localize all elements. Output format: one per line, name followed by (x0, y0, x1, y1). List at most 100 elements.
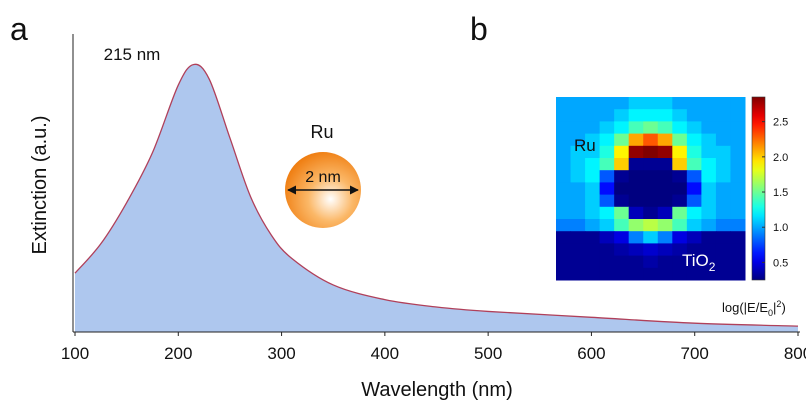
heatmap-cell (599, 109, 615, 122)
peak-annotation: 215 nm (104, 45, 161, 64)
heatmap-cell (701, 109, 717, 122)
heatmap-cell (570, 255, 586, 269)
heatmap-cell (701, 133, 717, 147)
heatmap-cell (628, 206, 644, 220)
heatmap-cell (672, 182, 688, 196)
heatmap-cell (614, 170, 630, 183)
heatmap-cell (585, 194, 601, 208)
heatmap-cell (585, 243, 601, 257)
heatmap-cell (556, 109, 572, 122)
heatmap-cell (628, 145, 644, 159)
heatmap-cell (701, 145, 717, 159)
heatmap-cell (643, 170, 659, 183)
heatmap-cell (657, 243, 673, 257)
heatmap-cell (643, 194, 659, 208)
region-label: TiO2 (682, 251, 716, 274)
heatmap-cell (715, 255, 731, 269)
heatmap-cell (672, 158, 688, 171)
heatmap-cell (657, 133, 673, 147)
heatmap-cell (686, 145, 702, 159)
heatmap-cell (686, 194, 702, 208)
heatmap-cell (599, 97, 615, 110)
heatmap-cell (570, 194, 586, 208)
heatmap-cell (643, 255, 659, 269)
heatmap-cell (585, 133, 601, 147)
heatmap-cell (686, 170, 702, 183)
heatmap-cell (614, 109, 630, 122)
heatmap-cell (599, 158, 615, 171)
heatmap-cell (614, 255, 630, 269)
heatmap-cell (628, 194, 644, 208)
heatmap-cell (701, 243, 717, 257)
heatmap-cell (643, 219, 659, 232)
heatmap-cell (701, 231, 717, 244)
heatmap-cell (556, 145, 572, 159)
heatmap-cell (556, 219, 572, 232)
heatmap-cell (614, 206, 630, 220)
heatmap-cell (672, 255, 688, 269)
heatmap-cell (570, 182, 586, 196)
heatmap-cell (628, 158, 644, 171)
heatmap-cell (701, 182, 717, 196)
heatmap-cell (730, 194, 746, 208)
heatmap-cell (628, 182, 644, 196)
heatmap-cell (686, 97, 702, 110)
heatmap-cell (614, 243, 630, 257)
heatmap-cell (614, 133, 630, 147)
heatmap-cell (628, 133, 644, 147)
heatmap-cell (614, 194, 630, 208)
heatmap-cell (556, 255, 572, 269)
heatmap-cell (701, 121, 717, 135)
x-tick-label: 300 (267, 344, 295, 363)
heatmap-cell (599, 170, 615, 183)
heatmap-cell (715, 170, 731, 183)
heatmap-cell (556, 170, 572, 183)
heatmap-cell (672, 133, 688, 147)
heatmap-cell (686, 267, 702, 281)
heatmap-cell (643, 133, 659, 147)
heatmap-cell (672, 231, 688, 244)
colorbar-tick-label: 2.0 (773, 152, 788, 164)
heatmap-cell (585, 182, 601, 196)
heatmap-cell (672, 206, 688, 220)
heatmap-cell (570, 109, 586, 122)
heatmap-cell (556, 194, 572, 208)
heatmap-cell (672, 145, 688, 159)
heatmap-cell (570, 145, 586, 159)
size-label: 2 nm (305, 169, 341, 186)
heatmap-cell (715, 109, 731, 122)
heatmap-cell (628, 97, 644, 110)
heatmap-cell (701, 97, 717, 110)
x-tick-label: 700 (681, 344, 709, 363)
colorbar-tick-label: 2.5 (773, 117, 788, 129)
heatmap-cell (643, 121, 659, 135)
heatmap-cell (628, 231, 644, 244)
heatmap-cell (730, 121, 746, 135)
heatmap-cell (657, 97, 673, 110)
heatmap-cell (672, 170, 688, 183)
heatmap-cell (730, 182, 746, 196)
x-tick-label: 500 (474, 344, 502, 363)
heatmap-cell (614, 267, 630, 281)
heatmap-cell (570, 121, 586, 135)
heatmap-cell (556, 267, 572, 281)
heatmap-cell (556, 206, 572, 220)
heatmap-cell (614, 158, 630, 171)
heatmap-cell (657, 267, 673, 281)
heatmap-cell (730, 255, 746, 269)
heatmap-cell (701, 194, 717, 208)
heatmap-cell (556, 121, 572, 135)
heatmap-cell (686, 121, 702, 135)
heatmap-cell (657, 194, 673, 208)
heatmap-cell (715, 158, 731, 171)
heatmap-cell (715, 145, 731, 159)
heatmap-cell (643, 109, 659, 122)
heatmap-cell (657, 109, 673, 122)
heatmap-cell (585, 206, 601, 220)
heatmap-cell (570, 243, 586, 257)
heatmap-cell (599, 243, 615, 257)
heatmap-cell (715, 267, 731, 281)
heatmap-cell (556, 182, 572, 196)
heatmap-cell (585, 97, 601, 110)
